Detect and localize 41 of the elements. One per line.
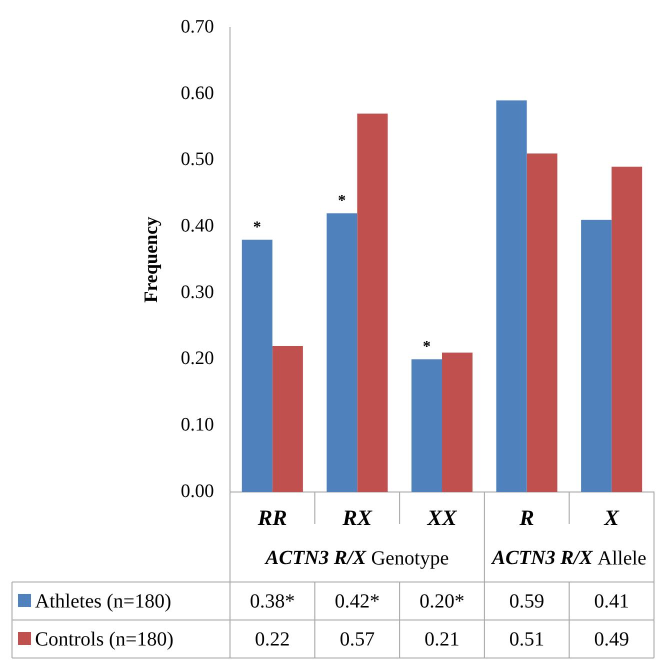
bar	[326, 213, 358, 492]
bar	[357, 114, 388, 492]
y-tick-label: 0.10	[180, 414, 214, 436]
y-tick-label: 0.20	[180, 348, 214, 370]
legend-label: Athletes (n=180)	[35, 590, 172, 612]
y-tick-label: 0.40	[180, 216, 214, 236]
bar	[272, 346, 303, 492]
annotation: *	[338, 192, 346, 210]
x-tick-label: RR	[256, 504, 288, 530]
y-tick-label: 0.30	[180, 282, 214, 303]
y-tick-label: 0.60	[180, 82, 214, 104]
bar	[411, 359, 442, 492]
legend-label: Controls (n=180)	[35, 628, 174, 650]
y-tick-label: 0.70	[180, 16, 214, 38]
x-tick-label: XX	[426, 504, 458, 530]
data-label: 0.38*	[250, 590, 295, 612]
data-label: 0.51	[509, 628, 544, 650]
data-label: 0.49	[594, 628, 630, 650]
y-axis-title: Frequency	[140, 216, 162, 303]
bar	[242, 240, 272, 492]
data-label: 0.22	[254, 628, 290, 650]
x-tick-label: X	[603, 504, 620, 530]
bar	[496, 100, 527, 492]
bar	[581, 220, 612, 492]
data-label: 0.41	[594, 590, 630, 612]
data-label: 0.21	[424, 628, 460, 650]
annotation: *	[253, 218, 262, 236]
data-label: 0.20*	[420, 590, 464, 612]
data-label: 0.59	[509, 590, 544, 612]
bar	[442, 352, 473, 492]
data-label: 0.42*	[334, 590, 380, 612]
text: ACTN3 R/X Genotype	[264, 547, 449, 570]
text: ACTN3 R/X Allele	[490, 547, 647, 570]
x-tick-label: R	[518, 504, 534, 530]
bar	[612, 166, 642, 492]
y-tick-label: 0.00	[180, 480, 214, 502]
y-tick-label: 0.50	[180, 149, 214, 170]
data-label: 0.57	[340, 628, 375, 650]
annotation: *	[422, 338, 431, 356]
bar	[526, 154, 558, 492]
x-tick-label: RX	[342, 504, 374, 530]
